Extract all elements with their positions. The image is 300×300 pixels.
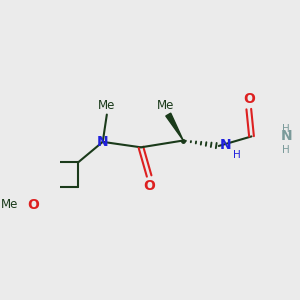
Text: H: H bbox=[282, 145, 289, 155]
Text: H: H bbox=[233, 150, 241, 160]
Text: N: N bbox=[97, 135, 109, 149]
Text: Me: Me bbox=[1, 198, 18, 211]
Text: Me: Me bbox=[98, 99, 116, 112]
Text: N: N bbox=[220, 138, 232, 152]
Text: Me: Me bbox=[157, 99, 175, 112]
Text: H: H bbox=[282, 124, 289, 134]
Text: O: O bbox=[243, 92, 255, 106]
Text: O: O bbox=[143, 179, 155, 193]
Text: N: N bbox=[280, 129, 292, 143]
Polygon shape bbox=[166, 113, 183, 140]
Text: O: O bbox=[27, 198, 39, 212]
